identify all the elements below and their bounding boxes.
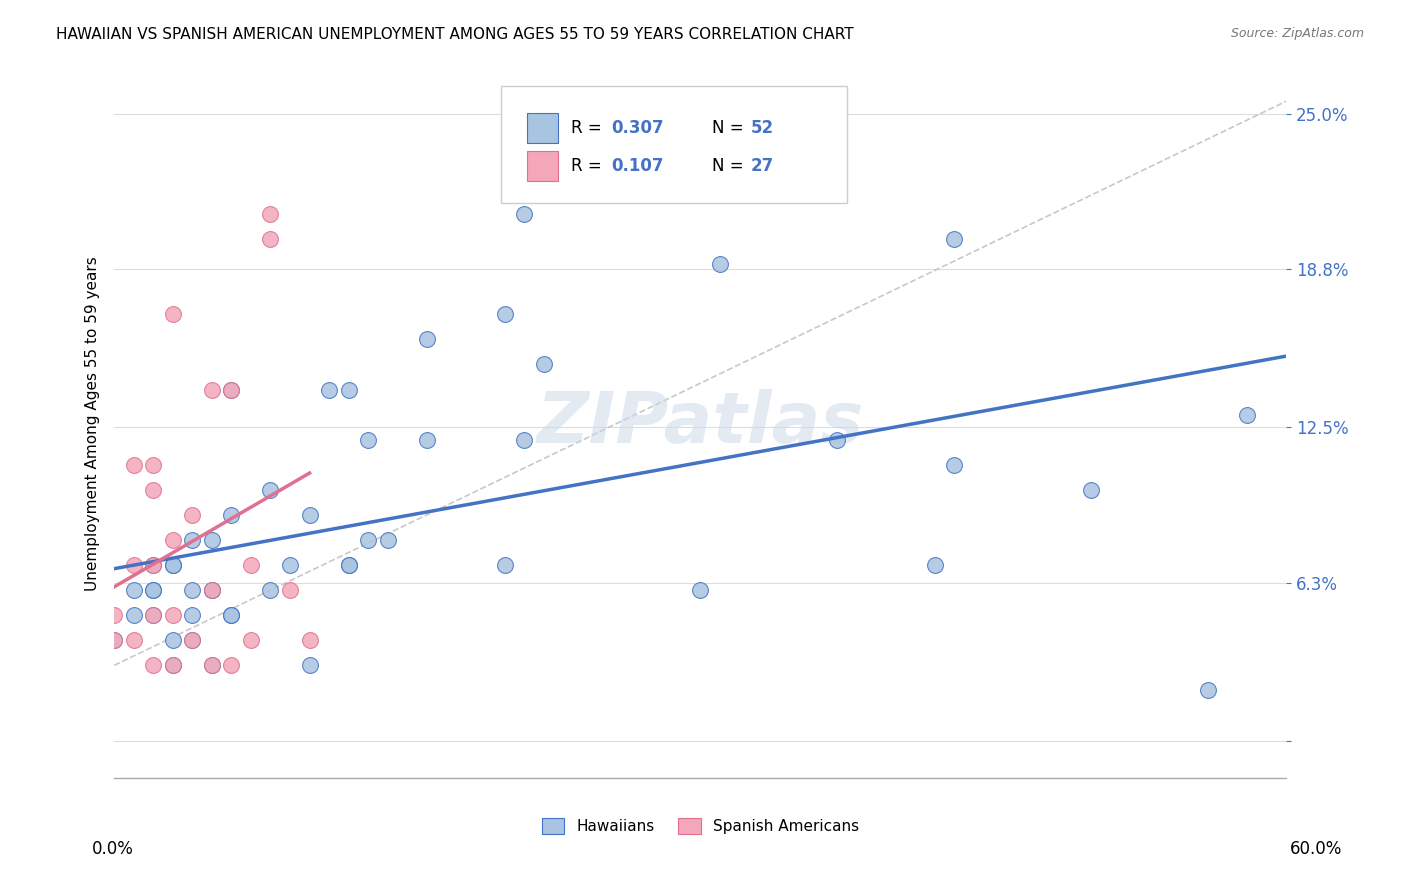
Point (162, 533, 184, 547)
Text: 0.107: 0.107 (612, 157, 664, 175)
Point (1197, 683, 1219, 698)
Point (494, 558, 516, 572)
Point (298, 508, 321, 522)
Point (221, 608, 243, 623)
Text: ZIPatlas: ZIPatlas (537, 389, 865, 458)
Point (337, 383, 360, 397)
Point (122, 608, 145, 623)
Point (1236, 408, 1258, 422)
Text: 0.0%: 0.0% (91, 840, 134, 858)
Point (298, 633, 321, 648)
Text: N =: N = (711, 120, 744, 137)
Point (416, 433, 439, 447)
FancyBboxPatch shape (501, 87, 846, 203)
Point (162, 658, 184, 673)
Point (181, 608, 204, 623)
Point (533, 358, 555, 372)
Point (513, 433, 536, 447)
Text: R =: R = (571, 157, 602, 175)
Point (318, 383, 340, 397)
Point (181, 633, 204, 648)
FancyBboxPatch shape (527, 151, 558, 181)
Point (142, 608, 165, 623)
Point (357, 533, 380, 547)
Point (142, 608, 165, 623)
Point (278, 558, 301, 572)
Point (259, 207, 281, 221)
Point (924, 558, 946, 572)
Point (259, 483, 281, 497)
Text: N =: N = (711, 157, 744, 175)
Point (162, 633, 184, 648)
Point (122, 583, 145, 598)
Point (122, 633, 145, 648)
Point (377, 533, 399, 547)
Point (943, 232, 966, 246)
Text: 27: 27 (751, 157, 773, 175)
Point (162, 558, 184, 572)
Point (787, 182, 810, 196)
Point (181, 508, 204, 522)
Point (221, 608, 243, 623)
Point (298, 658, 321, 673)
Point (357, 433, 380, 447)
Point (201, 383, 224, 397)
Point (181, 583, 204, 598)
Point (337, 558, 360, 572)
Point (142, 583, 165, 598)
Point (181, 633, 204, 648)
Point (825, 433, 848, 447)
Point (278, 583, 301, 598)
Point (103, 633, 125, 648)
Point (162, 608, 184, 623)
Point (142, 658, 165, 673)
Text: HAWAIIAN VS SPANISH AMERICAN UNEMPLOYMENT AMONG AGES 55 TO 59 YEARS CORRELATION : HAWAIIAN VS SPANISH AMERICAN UNEMPLOYMEN… (56, 27, 853, 42)
Point (201, 583, 224, 598)
Point (259, 583, 281, 598)
Point (201, 658, 224, 673)
Point (201, 658, 224, 673)
Point (689, 583, 711, 598)
Point (259, 232, 281, 246)
Point (142, 558, 165, 572)
Point (943, 458, 966, 472)
Point (162, 658, 184, 673)
Point (122, 558, 145, 572)
Point (103, 608, 125, 623)
Point (221, 508, 243, 522)
Point (239, 633, 262, 648)
Text: R =: R = (571, 120, 602, 137)
Point (221, 383, 243, 397)
Point (221, 658, 243, 673)
Point (239, 558, 262, 572)
Point (337, 558, 360, 572)
Point (416, 332, 439, 346)
Point (142, 458, 165, 472)
Y-axis label: Unemployment Among Ages 55 to 59 years: Unemployment Among Ages 55 to 59 years (86, 256, 100, 591)
Point (103, 633, 125, 648)
Point (181, 533, 204, 547)
Text: Source: ZipAtlas.com: Source: ZipAtlas.com (1230, 27, 1364, 40)
Point (122, 458, 145, 472)
Point (494, 307, 516, 321)
Point (201, 583, 224, 598)
Point (142, 483, 165, 497)
Point (513, 207, 536, 221)
Point (162, 558, 184, 572)
Point (162, 307, 184, 321)
Point (201, 583, 224, 598)
Text: 0.307: 0.307 (612, 120, 664, 137)
Point (142, 583, 165, 598)
Point (221, 383, 243, 397)
Legend: Hawaiians, Spanish Americans: Hawaiians, Spanish Americans (541, 819, 859, 834)
FancyBboxPatch shape (527, 113, 558, 143)
Point (709, 257, 731, 271)
Text: 60.0%: 60.0% (1291, 840, 1343, 858)
Point (142, 558, 165, 572)
Point (1080, 483, 1102, 497)
Text: 52: 52 (751, 120, 773, 137)
Point (201, 533, 224, 547)
